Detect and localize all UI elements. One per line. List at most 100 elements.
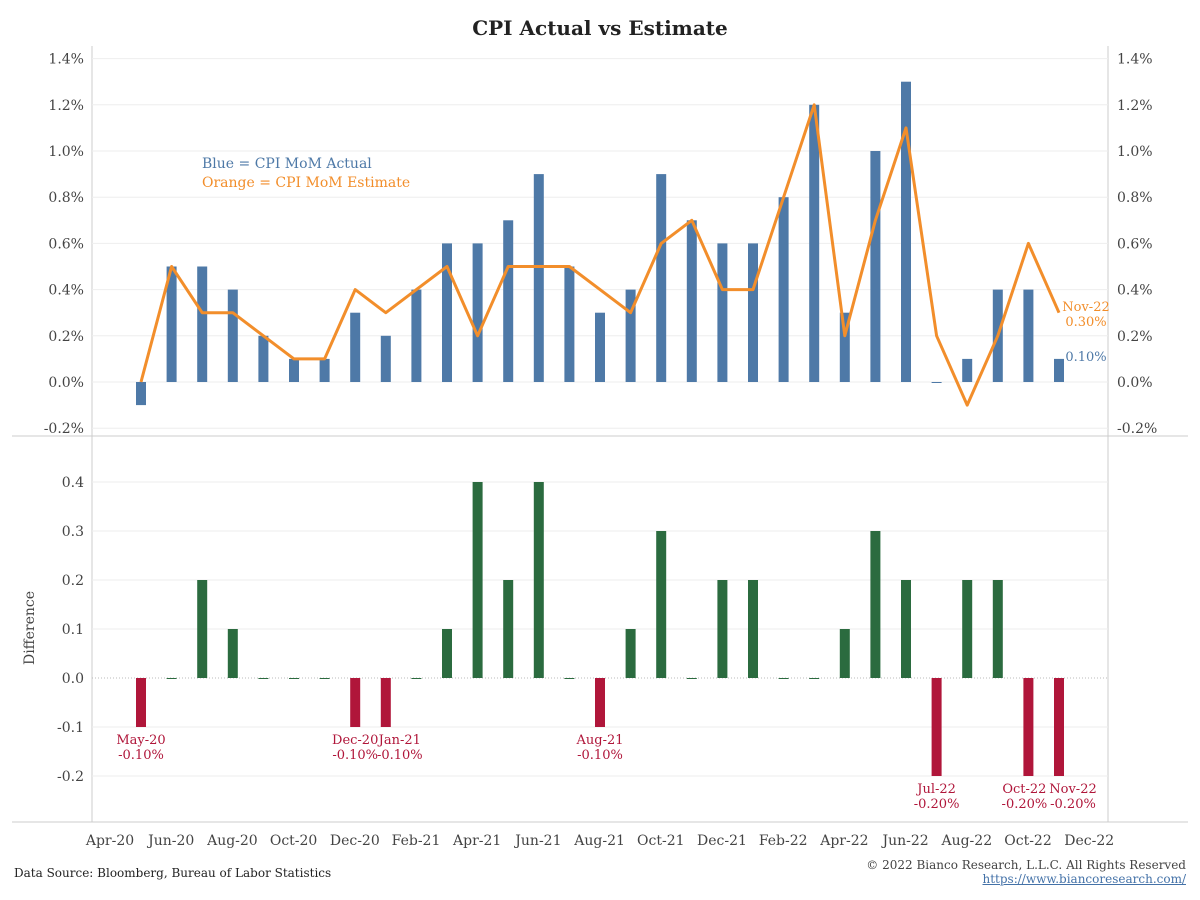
bottom-tick-label: 0.4 (62, 475, 84, 491)
actual-bar (595, 312, 605, 382)
difference-bar (778, 678, 789, 679)
x-tick-label: Jun-22 (880, 833, 928, 849)
legend-estimate: Orange = CPI MoM Estimate (202, 175, 410, 191)
top-right-tick-label: 0.2% (1117, 329, 1153, 345)
difference-bar (1054, 678, 1064, 776)
actual-bar (656, 174, 667, 382)
top-left-tick-label: 0.4% (48, 283, 84, 299)
x-tick-label: Dec-22 (1064, 833, 1114, 849)
x-tick-label: Aug-20 (206, 833, 258, 849)
estimate-end-month: Nov-22 (1062, 300, 1109, 315)
x-tick-label: Apr-21 (452, 833, 501, 849)
actual-bar (717, 243, 728, 382)
chart-title: CPI Actual vs Estimate (472, 16, 728, 40)
footer-credits: © 2022 Bianco Research, L.L.C. All Right… (866, 858, 1186, 886)
actual-bar (442, 243, 452, 382)
actual-bar (564, 266, 575, 382)
top-right-tick-label: 1.4% (1117, 52, 1153, 68)
top-right-tick-label: 0.6% (1117, 236, 1153, 252)
actual-bar (319, 358, 330, 382)
difference-bar (472, 482, 483, 678)
actual-bar (625, 289, 636, 382)
actual-bar (411, 289, 422, 382)
actual-bar (839, 312, 850, 382)
annotation-month: Oct-22 (1002, 782, 1046, 797)
actual-bar (503, 220, 514, 382)
annotation-month: Jan-21 (377, 733, 421, 748)
difference-bar (625, 629, 636, 678)
actual-bar (1054, 358, 1064, 382)
difference-bar (839, 629, 850, 678)
estimate-end-value: 0.30% (1065, 315, 1106, 330)
top-left-tick-label: 0.6% (48, 236, 84, 252)
actual-bar (533, 174, 544, 382)
estimate-line (139, 103, 1061, 407)
difference-bar (442, 629, 452, 678)
annotation-value: -0.20% (1050, 797, 1096, 812)
actual-bar (350, 312, 361, 382)
actual-bar (227, 289, 238, 382)
x-tick-label: Apr-22 (819, 833, 868, 849)
actual-bar (472, 243, 483, 382)
actual-bar (809, 104, 820, 383)
difference-bar (656, 531, 667, 678)
actual-bar (748, 243, 758, 382)
difference-bar (809, 678, 820, 679)
difference-bar (564, 678, 575, 679)
difference-bar (197, 580, 208, 678)
bottom-tick-label: -0.1 (57, 720, 84, 736)
difference-bar (166, 678, 177, 679)
actual-bar (289, 358, 299, 382)
top-right-tick-label: -0.2% (1117, 421, 1157, 437)
difference-bar (289, 678, 299, 679)
difference-bar (319, 678, 330, 679)
x-tick-label: Dec-20 (330, 833, 380, 849)
bottom-tick-label: 0.3 (62, 524, 84, 540)
annotation-month: Jul-22 (915, 782, 956, 797)
difference-axis-title: Difference (22, 591, 38, 665)
top-left-tick-label: 0.2% (48, 329, 84, 345)
difference-bar (503, 580, 514, 678)
difference-bar (931, 678, 942, 776)
x-tick-label: Jun-21 (513, 833, 561, 849)
difference-bar (870, 531, 881, 678)
annotation-month: Dec-20 (332, 733, 378, 748)
actual-bar (197, 266, 208, 382)
website-link[interactable]: https://www.biancoresearch.com/ (982, 872, 1186, 886)
actual-bar (962, 358, 973, 382)
difference-bar (136, 678, 146, 727)
top-left-tick-label: 1.2% (48, 98, 84, 114)
x-tick-label: Feb-21 (392, 833, 441, 849)
annotation-value: -0.10% (332, 748, 378, 763)
actual-bar (931, 382, 942, 383)
top-left-tick-label: 0.8% (48, 190, 84, 206)
actual-bar (136, 382, 146, 406)
top-left-tick-label: 1.4% (48, 52, 84, 68)
top-left-tick-label: -0.2% (44, 421, 84, 437)
difference-bar (748, 580, 758, 678)
actual-bar (166, 266, 177, 382)
top-right-tick-label: 0.4% (1117, 283, 1153, 299)
actual-bar (686, 220, 697, 382)
annotation-value: -0.10% (118, 748, 164, 763)
top-right-tick-label: 0.8% (1117, 190, 1153, 206)
top-left-tick-label: 1.0% (48, 144, 84, 160)
difference-bar (992, 580, 1003, 678)
annotation-month: Nov-22 (1049, 782, 1096, 797)
difference-bar (1023, 678, 1034, 776)
x-tick-label: Oct-21 (637, 833, 685, 849)
top-right-tick-label: 1.2% (1117, 98, 1153, 114)
annotation-value: -0.10% (577, 748, 623, 763)
data-source: Data Source: Bloomberg, Bureau of Labor … (14, 866, 332, 880)
actual-bar (380, 335, 391, 382)
copyright: © 2022 Bianco Research, L.L.C. All Right… (866, 858, 1186, 872)
actual-bar (870, 151, 881, 382)
actual-bar (901, 81, 911, 382)
x-tick-label: Aug-22 (940, 833, 992, 849)
top-right-tick-label: 1.0% (1117, 144, 1153, 160)
x-tick-label: Dec-21 (697, 833, 747, 849)
actual-bar (1023, 289, 1034, 382)
difference-bar (901, 580, 911, 678)
difference-bar (227, 629, 238, 678)
